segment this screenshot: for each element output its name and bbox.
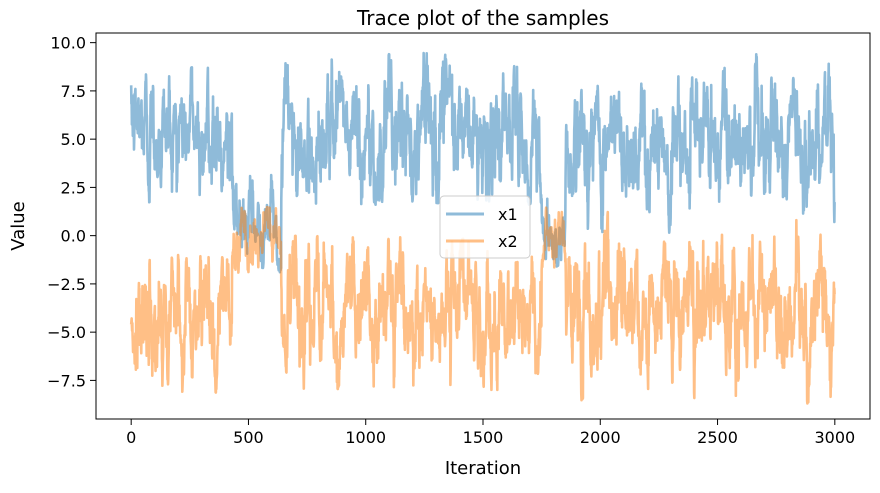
y-tick-label: 5.0 — [61, 130, 86, 149]
legend-label-x1: x1 — [498, 205, 518, 224]
y-tick-label: −2.5 — [47, 275, 86, 294]
legend-label-x2: x2 — [498, 232, 518, 251]
x-axis: 0 500 1000 1500 2000 2500 3000 — [126, 419, 855, 447]
x-tick-label: 3000 — [814, 428, 855, 447]
y-tick-label: −5.0 — [47, 323, 86, 342]
plot-area — [129, 51, 836, 405]
x-tick-label: 2000 — [580, 428, 621, 447]
chart-title: Trace plot of the samples — [356, 6, 609, 30]
x-tick-label: 500 — [233, 428, 264, 447]
y-tick-label: −7.5 — [47, 371, 86, 390]
x-tick-label: 1500 — [463, 428, 504, 447]
y-axis: 10.0 7.5 5.0 2.5 0.0 −2.5 −5.0 −7.5 — [47, 34, 96, 390]
series-line-x2 — [129, 205, 836, 405]
y-tick-label: 0.0 — [61, 227, 86, 246]
y-axis-label: Value — [8, 201, 29, 250]
y-tick-label: 10.0 — [50, 34, 86, 53]
x-tick-label: 1000 — [345, 428, 386, 447]
x-tick-label: 0 — [126, 428, 136, 447]
series-line-x1 — [129, 51, 836, 274]
y-tick-label: 7.5 — [61, 82, 86, 101]
x-axis-label: Iteration — [445, 458, 521, 479]
x-tick-label: 2500 — [697, 428, 738, 447]
y-tick-label: 2.5 — [61, 178, 86, 197]
